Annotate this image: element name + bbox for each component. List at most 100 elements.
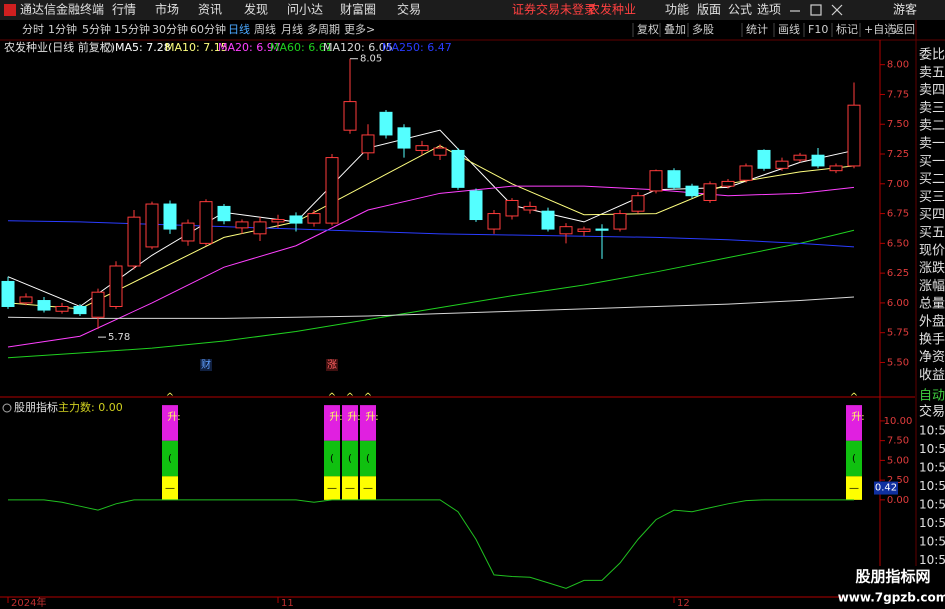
event-label[interactable]: 涨 [327,359,337,371]
settings-icon[interactable] [103,43,113,53]
candle-body [181,222,195,242]
indicator-title: 股朋指标 [14,400,58,414]
period-button[interactable]: 分时 [22,23,44,36]
tick-time: 10:58 [919,498,945,512]
signal-bar [846,440,862,477]
watermark-url: www.7gpzb.com [838,591,945,605]
candle-body [307,213,321,224]
quote-label: 买五 [919,226,945,241]
segment-label: 升: [167,411,180,423]
event-label[interactable]: 财 [201,358,211,371]
period-button[interactable]: 多周期 [307,22,340,36]
action-button[interactable]: F10 [808,23,828,36]
trade-label[interactable]: 交易 [919,404,945,420]
candle-body [613,213,627,230]
tick-time: 10:58 [919,479,945,493]
event-badge[interactable] [200,359,212,371]
candle-body [343,101,357,131]
stock-name[interactable]: 农发种业 [588,2,636,17]
tick-time: 10:58 [919,535,945,549]
action-button[interactable]: 复权 [637,22,659,36]
tool-item[interactable]: 公式 [728,3,752,17]
period-button[interactable]: 更多> [344,22,375,36]
segment-label: 升: [851,411,864,423]
candle-body [793,154,807,161]
menu-item[interactable]: 问小达 [287,3,323,17]
last-value-box [874,481,898,495]
segment-label: — [363,483,373,494]
signal-bar [324,476,340,500]
tool-item[interactable]: 版面 [697,3,721,17]
segment-label: — [165,483,175,494]
signal-bar [162,405,178,441]
action-button[interactable]: 统计 [746,23,768,36]
tool-item[interactable]: 功能 [665,3,689,17]
min-label: 5.78 [108,332,130,343]
action-button[interactable]: 返回 [893,23,915,36]
signal-bar [360,440,376,477]
candle-body [361,134,375,154]
menu-item[interactable]: 交易 [397,2,421,17]
action-button[interactable]: 标记 [836,22,858,36]
quote-label: 卖一 [919,137,945,152]
candle-body [667,170,681,188]
period-button[interactable]: 15分钟 [114,22,150,36]
user[interactable]: 游客 [893,2,917,17]
period-button[interactable]: 周线 [254,22,276,36]
segment-label: — [345,483,355,494]
y-tick-label: 8.00 [887,60,909,71]
login-notice[interactable]: 证券交易未登录 [512,2,596,17]
quote-label: 卖二 [919,119,945,134]
segment-label: 升: [347,411,360,423]
period-button[interactable]: 5分钟 [82,22,111,36]
tick-time: 10:58 [919,442,945,456]
action-button[interactable]: 叠加 [664,23,686,36]
y-tick-label: 6.00 [887,298,909,309]
signal-mark: ^ [346,392,354,403]
event-badge[interactable] [326,359,338,371]
action-button[interactable]: 画线 [778,22,800,36]
menu-item[interactable]: 资讯 [198,3,222,17]
mode-label[interactable]: 自动 [919,389,945,404]
y-tick-label: 10.00 [884,416,913,427]
y-tick-label: 2.50 [887,475,909,486]
period-button[interactable]: 月线 [281,22,303,36]
main-force-line [8,499,854,589]
x-tick-label: 2024年 [11,596,46,609]
candle-body [469,190,483,221]
signal-bar [162,440,178,477]
action-button[interactable]: 多股 [692,22,714,36]
candle-body [847,104,861,167]
menu-item[interactable]: 发现 [244,2,268,17]
tick-time: 10:58 [919,424,945,438]
period-button[interactable]: 1分钟 [48,22,77,36]
candle-body [757,149,771,169]
tool-item[interactable]: 选项 [757,3,781,17]
y-tick-label: 0.00 [887,495,909,506]
quote-label: 卖四 [919,83,945,98]
signal-mark: ^ [166,392,174,403]
indicator-icon[interactable] [2,403,12,413]
quote-label: 买二 [919,172,945,187]
period-button[interactable]: 60分钟 [190,22,226,36]
candle-body [811,154,825,167]
segment-label: ( [852,453,856,464]
y-tick-label: 7.50 [887,119,909,130]
candle-body [415,145,429,151]
period-button[interactable]: 日线 [228,22,250,36]
quote-label: 买三 [919,190,945,205]
ma-legend: MA60: 6.61 [270,41,333,54]
x-tick-label: 12 [677,598,690,609]
ma-line [7,185,855,348]
menu-item[interactable]: 财富圈 [340,2,376,17]
tick-time: 10:58 [919,553,945,567]
watermark-box [845,566,945,609]
signal-bar [360,405,376,441]
menu-item[interactable]: 市场 [155,2,179,17]
action-button[interactable]: +自选 [864,23,895,36]
x-tick-label: 11 [281,598,294,609]
menu-item[interactable]: 行情 [112,3,136,17]
period-button[interactable]: 30分钟 [152,22,188,36]
window-controls[interactable] [790,4,843,16]
signal-bar [342,440,358,477]
